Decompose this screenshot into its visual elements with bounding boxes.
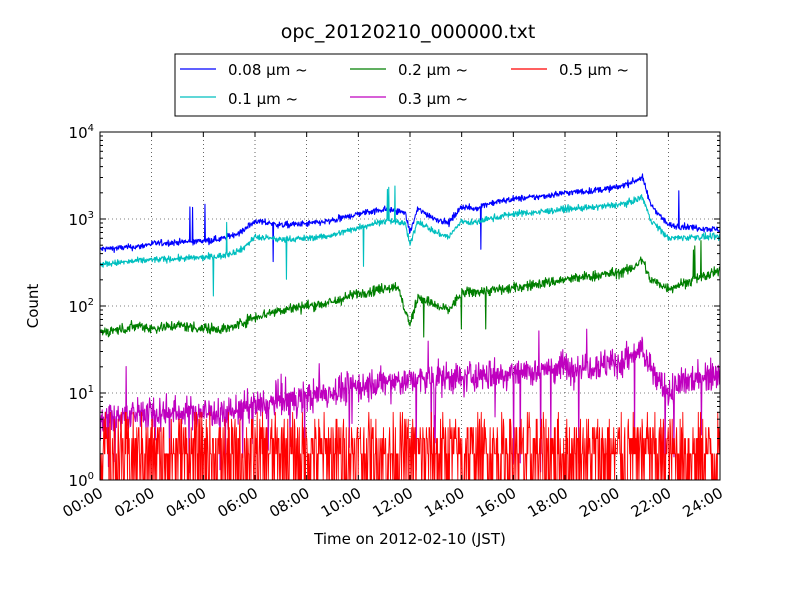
legend-label: 0.5 μm ~	[559, 61, 629, 79]
y-axis-label: Count	[24, 284, 42, 329]
x-axis-label: Time on 2012-02-10 (JST)	[313, 530, 506, 548]
y-tick-label: 103	[69, 210, 94, 229]
y-tick-label: 100	[69, 471, 94, 490]
y-tick-label: 104	[69, 123, 94, 142]
y-tick-labels: 100 101 102 103 104	[69, 123, 94, 490]
series-line-2	[100, 240, 720, 338]
series-line-4	[100, 411, 720, 480]
legend-box	[174, 53, 648, 117]
series-line-3	[100, 328, 720, 480]
legend-label: 0.08 μm ~	[228, 61, 308, 79]
series-line-0	[100, 173, 720, 263]
legend-label: 0.1 μm ~	[228, 90, 298, 108]
legend-label: 0.2 μm ~	[398, 61, 468, 79]
grid-lines	[100, 132, 720, 480]
chart-title: opc_20120210_000000.txt	[281, 21, 536, 43]
axis-ticks	[99, 131, 721, 481]
y-tick-label: 102	[69, 297, 94, 316]
legend: 0.08 μm ~ 0.1 μm ~ 0.2 μm ~ 0.3 μm ~ 0.5…	[174, 53, 648, 117]
series-line-1	[100, 185, 720, 297]
y-tick-label: 101	[69, 384, 94, 403]
legend-label: 0.3 μm ~	[398, 90, 468, 108]
series-lines	[100, 173, 720, 480]
